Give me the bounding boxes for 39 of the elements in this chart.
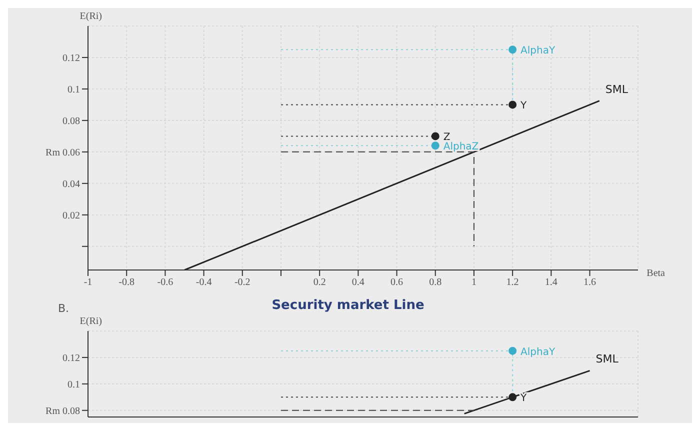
y-axis-title: E(Ri) — [80, 316, 102, 328]
y-tick-label: 0.12 — [62, 53, 80, 64]
point — [508, 46, 517, 54]
x-tick-label: 1.2 — [506, 277, 519, 288]
x-tick-label: -0.8 — [118, 277, 135, 288]
x-tick-label: 1.4 — [544, 277, 558, 288]
x-tick-label: 1 — [471, 277, 476, 288]
text: Security market Line — [272, 298, 424, 313]
y-tick-label: 0.1 — [68, 84, 80, 96]
point — [431, 132, 440, 140]
y-tick-label: Rm 0.08 — [46, 406, 80, 417]
point — [508, 100, 517, 109]
x-tick-label: 0.6 — [390, 277, 404, 288]
series-label: AlphaY — [520, 346, 556, 358]
series-label: AlphaY — [520, 46, 556, 57]
y-tick-label: 0.12 — [62, 353, 80, 364]
y-tick-label: 0.08 — [62, 116, 80, 127]
series-label: AlphaZ — [443, 142, 479, 153]
series-label: Y — [520, 393, 528, 404]
series-label: Y — [520, 100, 528, 112]
series-label: SML — [605, 82, 629, 96]
x-tick-label: 0.4 — [352, 277, 364, 288]
x-axis-title: Beta — [646, 268, 666, 279]
y-tick-label: 0.1 — [68, 379, 80, 390]
point — [431, 142, 440, 150]
y-axis-title: E(Ri) — [80, 11, 102, 22]
x-tick-label: 0.2 — [313, 277, 326, 288]
x-tick-label: 0.8 — [429, 277, 442, 288]
x-tick-label: 1.6 — [584, 277, 596, 288]
x-tick-label: -1 — [84, 277, 92, 288]
x-tick-label: -0.6 — [157, 277, 174, 288]
x-tick-label: -0.4 — [196, 277, 212, 288]
y-tick-label: 0.04 — [62, 178, 80, 190]
series-label: Z — [443, 132, 450, 144]
x-tick-label: -0.2 — [234, 277, 250, 288]
y-tick-label: Rm 0.06 — [46, 147, 80, 158]
series-label: SML — [596, 352, 620, 366]
text: B. — [58, 302, 70, 315]
y-tick-label: 0.02 — [62, 210, 80, 222]
